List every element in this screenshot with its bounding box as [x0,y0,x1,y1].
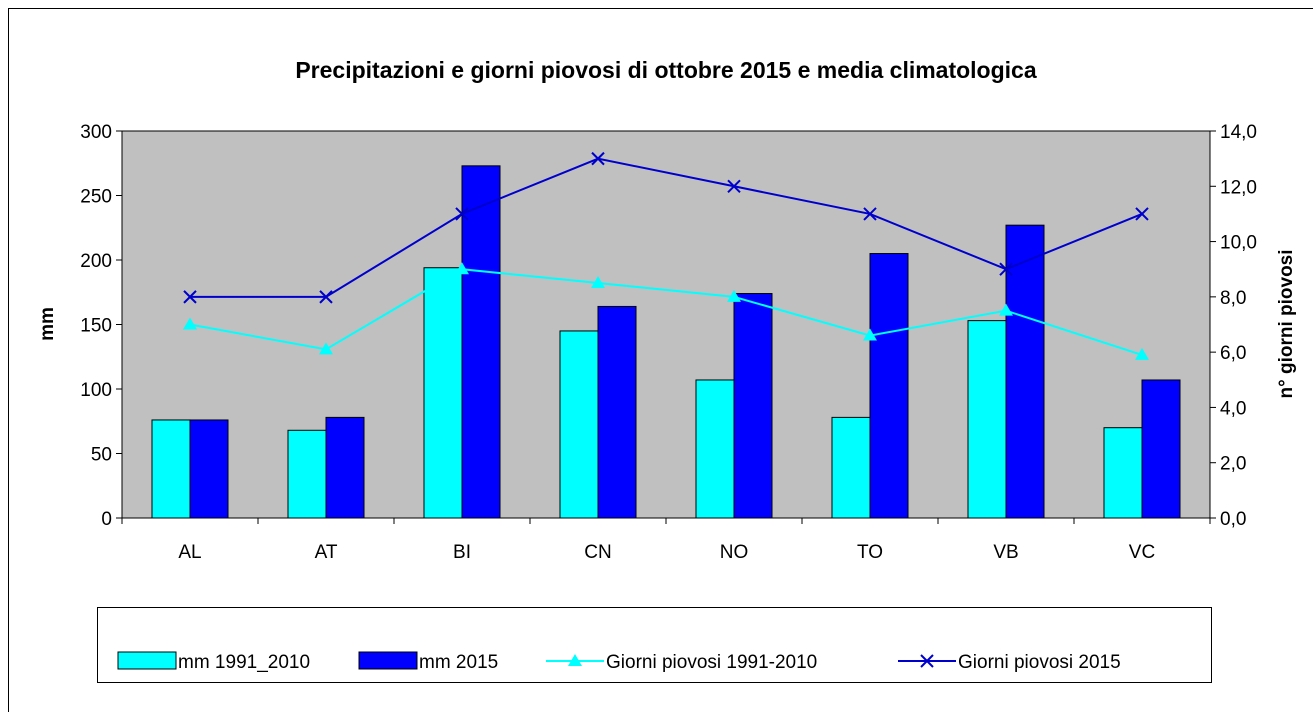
y-tick-label: 300 [80,122,112,143]
y-tick-label: 150 [80,316,112,337]
bar [287,429,327,519]
legend-label: mm 2015 [419,652,498,673]
bar [1141,379,1181,519]
legend-label: Giorni piovosi 1991-2010 [606,652,817,673]
line-marker [183,290,197,304]
bar [695,379,735,519]
line-marker [920,654,934,668]
legend-item: Giorni piovosi 2015 [898,652,1121,673]
line-marker [863,207,877,221]
y2-tick-label: 4,0 [1220,398,1246,419]
bar [733,293,773,519]
x-tick-label: VC [1129,542,1155,563]
line-marker [319,342,333,355]
x-tick-label: CN [584,542,611,563]
line-marker [455,207,469,221]
line-marker [455,262,469,275]
bar [151,419,191,519]
legend-label: mm 1991_2010 [178,652,310,673]
x-tick-label: VB [993,542,1018,563]
y2-tick-label: 8,0 [1220,288,1246,309]
y2-tick-label: 12,0 [1220,177,1257,198]
y2-tick-label: 14,0 [1220,122,1257,143]
bar [559,330,599,519]
y2-tick-label: 6,0 [1220,343,1246,364]
bar [967,320,1007,519]
line-marker [591,276,605,289]
x-tick-label: TO [857,542,883,563]
line-marker [727,179,741,193]
x-tick-label: AT [315,542,338,563]
line-marker [319,290,333,304]
bar [423,267,463,519]
data-line [190,157,1143,298]
legend-item: Giorni piovosi 1991-2010 [546,652,817,673]
line-marker [727,289,741,302]
line-marker [568,654,582,666]
chart-title: Precipitazioni e giorni piovosi di ottob… [295,57,1036,83]
line-marker [591,151,605,166]
bar [831,416,871,519]
line-marker [999,303,1013,316]
y-tick-label: 200 [80,251,112,272]
line-marker [999,262,1013,276]
bar [325,416,365,519]
legend-item: mm 1991_2010 [117,651,310,673]
line-marker [183,317,197,330]
line-marker [863,328,877,341]
bar [189,419,229,519]
bar [461,165,501,519]
x-tick-label: BI [453,542,471,563]
line-marker [1135,207,1149,221]
data-line [189,268,1143,356]
legend-swatch [358,651,418,670]
y2-axis-label: n° giorni piovosi [1276,249,1297,398]
legend: mm 1991_2010 mm 2015 Giorni piovosi 1991-2… [97,607,1212,683]
bar [869,253,909,519]
y-tick-label: 0 [101,509,112,530]
x-tick-label: AL [178,542,201,563]
line-marker [1135,347,1149,360]
y2-tick-label: 0,0 [1220,509,1246,530]
y-tick-label: 250 [80,187,112,208]
y-tick-label: 100 [80,380,112,401]
y-axis-label: mm [37,307,58,341]
y2-tick-label: 2,0 [1220,454,1246,475]
bar [597,305,637,519]
legend-box [97,607,1212,683]
legend-label: Giorni piovosi 2015 [958,652,1121,673]
bar [1005,224,1045,519]
legend-item: mm 2015 [358,651,498,673]
y-tick-label: 50 [91,445,112,466]
x-tick-label: NO [720,542,749,563]
y2-tick-label: 10,0 [1220,233,1257,254]
bar [1103,427,1143,519]
legend-swatch [117,651,177,670]
